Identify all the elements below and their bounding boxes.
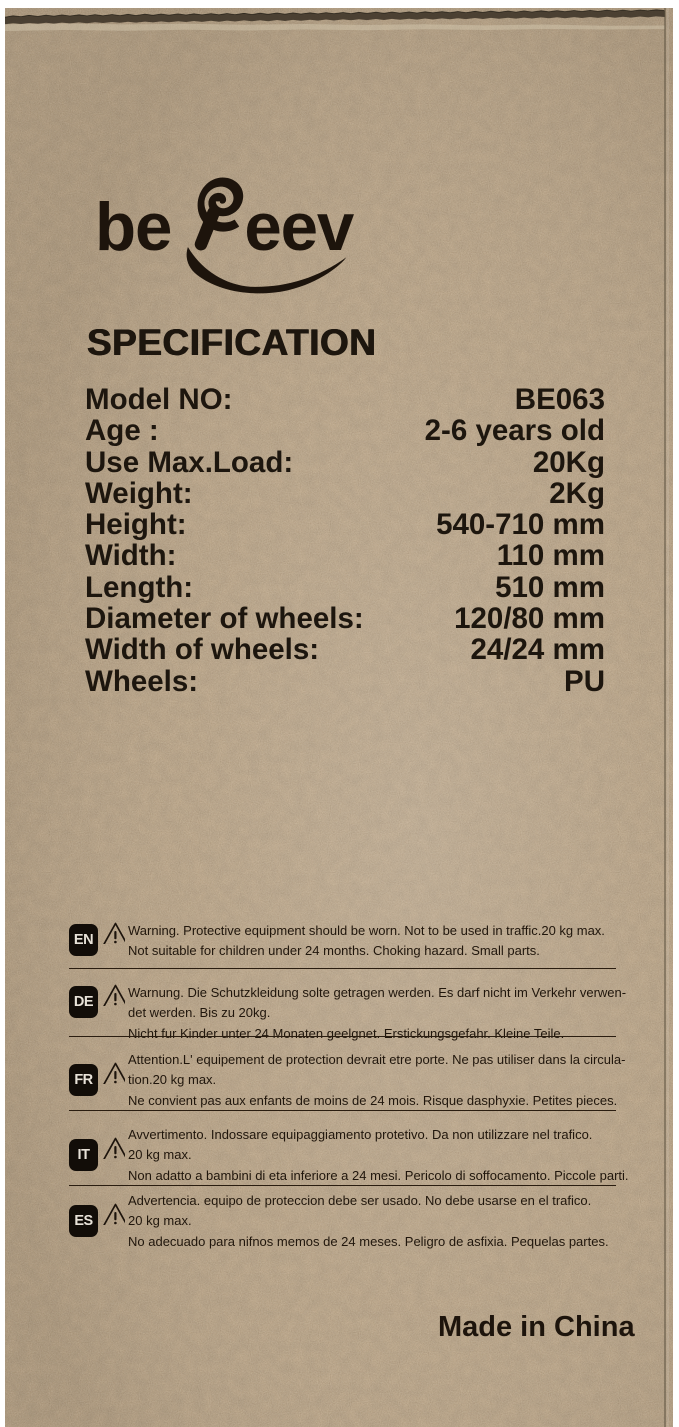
svg-text:be: be [95,190,171,265]
svg-text:eev: eev [244,190,355,265]
